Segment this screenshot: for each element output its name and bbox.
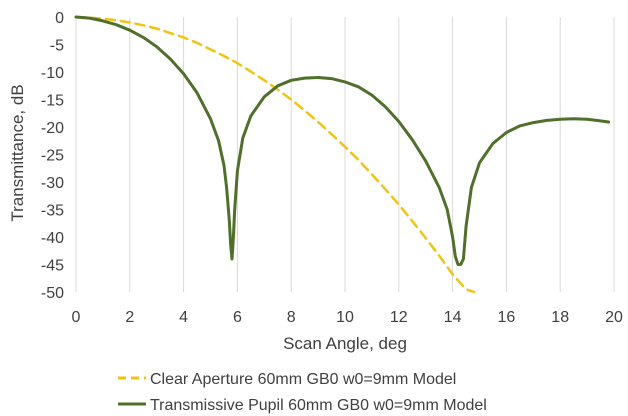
x-tick-label-9: 18 [551, 309, 569, 326]
y-tick-label-1: -5 [50, 38, 64, 55]
y-tick-label-9: -45 [41, 258, 64, 275]
x-axis-title: Scan Angle, deg [283, 334, 407, 353]
series-layer [74, 15, 611, 294]
legend-label-transmissive-pupil: Transmissive Pupil 60mm GB0 w0=9mm Model [150, 397, 487, 414]
y-tick-label-3: -15 [41, 93, 64, 110]
x-tick-label-0: 0 [72, 309, 81, 326]
y-tick-label-4: -20 [41, 120, 64, 137]
grid [75, 17, 615, 292]
y-tick-label-6: -30 [41, 175, 64, 192]
y-tick-label-0: 0 [55, 10, 64, 27]
y-tick-label-5: -25 [41, 148, 64, 165]
x-tick-labels: 0 2 4 6 8 10 12 14 16 18 20 [72, 309, 623, 326]
x-tick-label-8: 16 [498, 309, 516, 326]
x-tick-label-2: 4 [179, 309, 188, 326]
series-line-1 [74, 15, 611, 266]
y-tick-label-10: -50 [41, 285, 64, 302]
y-tick-labels: 0 -5 -10 -15 -20 -25 -30 -35 -40 -45 -50 [41, 10, 64, 302]
x-tick-label-10: 20 [605, 309, 623, 326]
legend: Clear Aperture 60mm GB0 w0=9mm Model Tra… [118, 371, 487, 414]
y-tick-label-2: -10 [41, 65, 64, 82]
y-axis-title: Transmittance, dB [8, 84, 27, 221]
legend-label-clear-aperture: Clear Aperture 60mm GB0 w0=9mm Model [150, 371, 456, 388]
x-tick-label-4: 8 [287, 309, 296, 326]
y-tick-label-8: -40 [41, 230, 64, 247]
legend-item-transmissive-pupil: Transmissive Pupil 60mm GB0 w0=9mm Model [118, 397, 487, 414]
y-tick-label-7: -35 [41, 203, 64, 220]
x-tick-label-3: 6 [233, 309, 242, 326]
legend-item-clear-aperture: Clear Aperture 60mm GB0 w0=9mm Model [118, 371, 456, 388]
x-tick-label-6: 12 [390, 309, 408, 326]
x-tick-label-1: 2 [125, 309, 134, 326]
series-line-0 [74, 15, 476, 294]
x-tick-label-5: 10 [336, 309, 354, 326]
x-tick-label-7: 14 [444, 309, 462, 326]
